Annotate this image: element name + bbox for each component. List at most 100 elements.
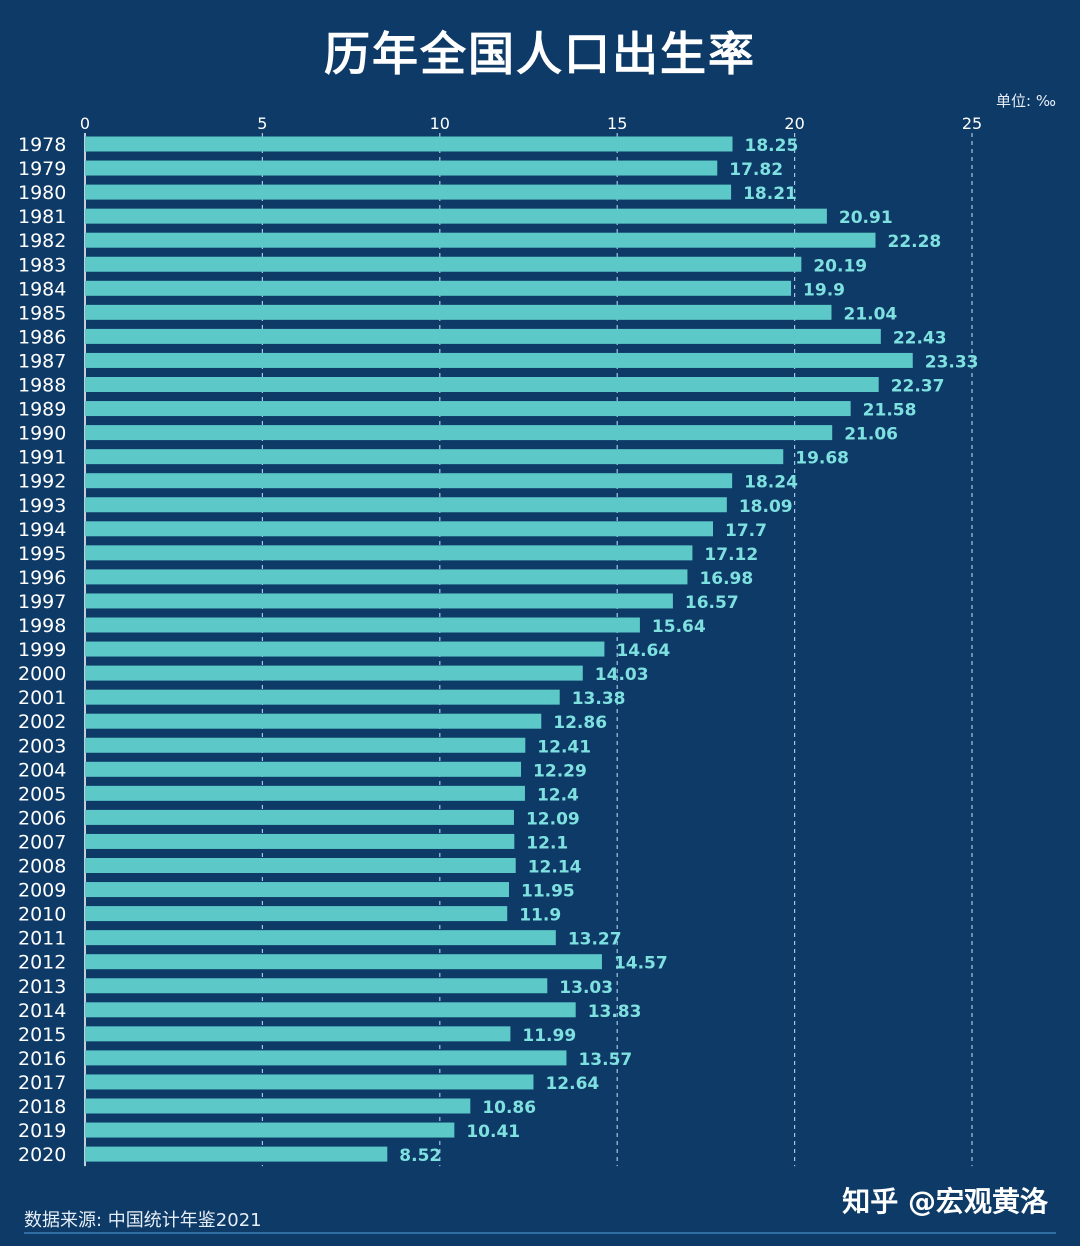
category-label-1991: 1991 — [18, 447, 66, 469]
value-label-1994: 17.7 — [725, 521, 767, 541]
bar-1992 — [85, 473, 733, 489]
category-label-2004: 2004 — [18, 759, 66, 781]
value-label-2007: 12.1 — [526, 833, 568, 853]
value-label-1982: 22.28 — [887, 232, 941, 252]
bar-1999 — [85, 641, 605, 657]
value-label-2018: 10.86 — [482, 1098, 536, 1118]
value-label-1988: 22.37 — [891, 377, 945, 397]
bar-1982 — [85, 232, 876, 248]
bar-1990 — [85, 425, 833, 441]
bar-2008 — [85, 858, 516, 873]
x-tick-label-15: 15 — [607, 114, 627, 133]
category-label-1982: 1982 — [18, 230, 66, 252]
value-label-2001: 13.38 — [572, 689, 626, 709]
bar-1998 — [85, 617, 640, 633]
value-label-1983: 20.19 — [813, 256, 867, 276]
category-label-1986: 1986 — [18, 326, 66, 348]
category-label-1979: 1979 — [18, 158, 66, 180]
value-label-1991: 19.68 — [795, 449, 849, 469]
bar-1980 — [85, 184, 732, 200]
category-label-2009: 2009 — [18, 880, 66, 902]
bar-2001 — [85, 689, 560, 705]
watermark: 知乎 @宏观黄洛 — [842, 1185, 1048, 1218]
category-label-2017: 2017 — [18, 1072, 66, 1094]
category-label-2015: 2015 — [18, 1024, 66, 1046]
bar-1996 — [85, 569, 688, 585]
bar-2016 — [85, 1050, 567, 1066]
value-label-2005: 12.4 — [537, 785, 579, 805]
category-label-2014: 2014 — [18, 1000, 66, 1022]
value-label-1978: 18.25 — [745, 136, 799, 156]
bar-1988 — [85, 377, 879, 392]
bar-1987 — [85, 352, 913, 368]
bar-1991 — [85, 449, 784, 465]
value-label-2006: 12.09 — [526, 809, 580, 829]
bar-1981 — [85, 208, 827, 224]
category-label-2005: 2005 — [18, 783, 66, 805]
value-label-2004: 12.29 — [533, 761, 587, 781]
bar-2011 — [85, 930, 556, 946]
category-label-1984: 1984 — [18, 278, 66, 300]
value-label-2020: 8.52 — [399, 1146, 441, 1166]
category-label-2000: 2000 — [18, 663, 66, 685]
value-label-1997: 16.57 — [685, 593, 739, 613]
bar-2012 — [85, 954, 602, 970]
category-label-2019: 2019 — [18, 1120, 66, 1142]
bar-1986 — [85, 328, 881, 344]
category-label-1980: 1980 — [18, 182, 66, 204]
unit-label: 单位: ‰ — [996, 92, 1056, 110]
value-label-2013: 13.03 — [559, 978, 613, 998]
value-label-1995: 17.12 — [704, 545, 758, 565]
x-tick-label-5: 5 — [257, 114, 267, 133]
category-label-1997: 1997 — [18, 591, 66, 613]
value-label-2008: 12.14 — [528, 858, 582, 878]
category-label-2008: 2008 — [18, 856, 66, 878]
category-label-1999: 1999 — [18, 639, 66, 661]
bar-1995 — [85, 545, 693, 561]
bar-2006 — [85, 809, 514, 825]
bar-2013 — [85, 978, 548, 994]
category-label-1992: 1992 — [18, 471, 66, 493]
value-label-2011: 13.27 — [568, 930, 622, 950]
bar-1989 — [85, 401, 851, 417]
value-label-1996: 16.98 — [699, 569, 753, 589]
bar-1978 — [85, 136, 733, 152]
value-label-2000: 14.03 — [595, 665, 649, 685]
bar-2002 — [85, 713, 542, 729]
bar-1979 — [85, 160, 718, 176]
category-label-1978: 1978 — [18, 134, 66, 156]
bar-1997 — [85, 593, 673, 609]
bar-1984 — [85, 280, 792, 296]
value-label-2010: 11.9 — [519, 906, 561, 926]
value-label-1990: 21.06 — [844, 425, 898, 445]
value-label-2012: 14.57 — [614, 954, 668, 974]
bar-2015 — [85, 1026, 511, 1042]
category-label-1994: 1994 — [18, 519, 66, 541]
category-label-2018: 2018 — [18, 1096, 66, 1118]
value-label-2015: 11.99 — [522, 1026, 576, 1046]
category-label-1985: 1985 — [18, 302, 66, 324]
value-label-1985: 21.04 — [843, 304, 897, 324]
category-label-1983: 1983 — [18, 254, 66, 276]
x-tick-label-25: 25 — [962, 114, 982, 133]
category-label-2002: 2002 — [18, 711, 66, 733]
bar-2003 — [85, 737, 526, 753]
value-label-2017: 12.64 — [545, 1074, 599, 1094]
bar-1994 — [85, 521, 713, 537]
category-label-2001: 2001 — [18, 687, 66, 709]
bar-1983 — [85, 256, 802, 272]
category-label-2011: 2011 — [18, 928, 66, 950]
category-label-2010: 2010 — [18, 904, 66, 926]
x-tick-label-20: 20 — [784, 114, 804, 133]
category-label-2016: 2016 — [18, 1048, 66, 1070]
category-label-1981: 1981 — [18, 206, 66, 228]
category-label-2003: 2003 — [18, 735, 66, 757]
category-label-2012: 2012 — [18, 952, 66, 974]
bar-2020 — [85, 1146, 388, 1162]
value-label-1979: 17.82 — [729, 160, 783, 180]
bar-2004 — [85, 761, 522, 777]
value-label-1981: 20.91 — [839, 208, 893, 228]
bar-2018 — [85, 1098, 471, 1114]
category-label-1998: 1998 — [18, 615, 66, 637]
